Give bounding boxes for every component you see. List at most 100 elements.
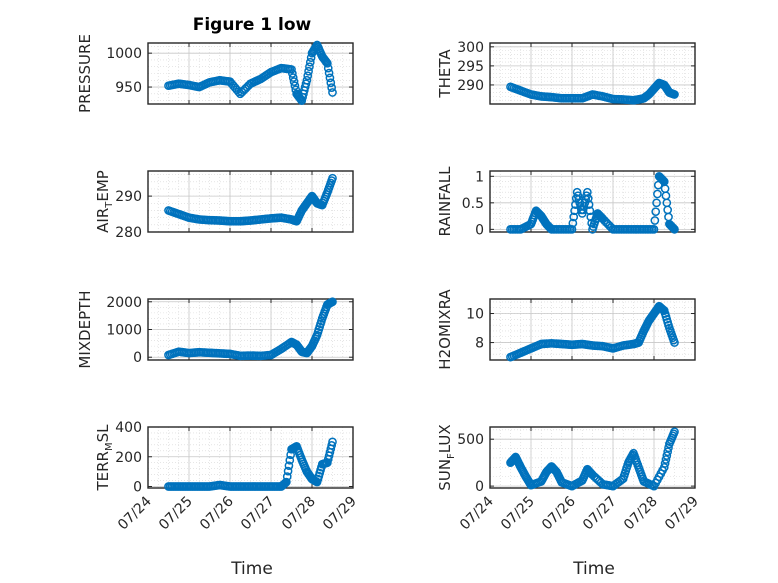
y-tick-label: 1 — [475, 169, 484, 185]
y-axis-label-h2omixra: H2OMIXRA — [436, 289, 454, 370]
data-point — [664, 443, 673, 453]
data-point — [327, 440, 336, 450]
data-point — [284, 461, 294, 471]
y-tick-label: 0 — [475, 479, 484, 495]
data-point — [670, 224, 679, 234]
y-axis-label-mixdepth: MIXDEPTH — [76, 290, 94, 368]
data-point — [669, 224, 678, 233]
data-point — [306, 53, 316, 63]
data-point — [583, 187, 592, 197]
y-axis-label-sun-flux: SUNFLUX — [436, 424, 457, 490]
data-point — [301, 79, 311, 89]
data-point — [660, 459, 670, 468]
data-point — [302, 75, 312, 85]
data-point — [567, 224, 577, 234]
axes-box — [489, 426, 696, 489]
series-theta — [506, 78, 679, 105]
data-point — [658, 175, 667, 185]
x-axis-label-left: Time — [230, 559, 273, 579]
series-sun-flux — [506, 427, 679, 491]
axes-box — [147, 42, 354, 105]
subplot-h2omixra: 8 10 H2OMIXRA — [436, 289, 696, 370]
data-point — [668, 223, 678, 232]
series-pressure — [164, 40, 337, 105]
data-point — [290, 81, 300, 91]
subplot-mixdepth: 0 1000 2000 MIXDEPTH — [76, 290, 354, 369]
y-tick-label: 950 — [115, 80, 142, 96]
axes-box — [147, 170, 354, 233]
data-point — [662, 451, 672, 460]
y-tick-label: 280 — [115, 225, 142, 241]
data-point — [670, 427, 679, 437]
data-point — [569, 212, 579, 222]
data-point — [584, 200, 594, 209]
y-tick-label: 400 — [115, 420, 142, 436]
axes-box — [489, 170, 696, 233]
series-rainfall — [506, 171, 679, 234]
y-axis-label-air-temp: AIRTEMP — [94, 170, 115, 233]
y-tick-label: 2000 — [106, 295, 142, 311]
data-point — [585, 206, 595, 216]
data-point — [328, 437, 337, 447]
y-tick-label: 1000 — [106, 323, 142, 339]
data-point — [328, 173, 337, 183]
data-point — [652, 198, 661, 208]
data-point — [326, 78, 336, 88]
data-point — [289, 77, 299, 86]
data-point — [653, 189, 662, 199]
series-air-temp — [164, 173, 337, 226]
y-tick-label: 295 — [457, 59, 484, 75]
data-point — [324, 68, 334, 78]
data-point — [661, 455, 671, 464]
y-axis-label-pressure: PRESSURE — [76, 34, 94, 113]
y-tick-label: 0.5 — [462, 196, 484, 212]
data-point — [323, 58, 332, 68]
data-point — [282, 477, 291, 487]
data-point — [325, 73, 335, 83]
y-tick-label: 1000 — [106, 46, 142, 62]
data-point — [304, 66, 313, 76]
data-point — [670, 338, 679, 347]
x-axis-label-right: Time — [572, 559, 615, 579]
data-point — [659, 463, 669, 472]
series-mixdepth — [164, 297, 337, 361]
data-point — [327, 83, 336, 92]
subplot-rainfall: 0 0.5 1 RAINFALL — [436, 166, 696, 238]
y-tick-label: 0 — [133, 350, 142, 366]
data-point — [670, 90, 679, 99]
data-point — [283, 466, 293, 476]
axes-box — [489, 298, 696, 361]
data-point — [657, 174, 667, 184]
data-point — [663, 447, 673, 457]
y-tick-label: 200 — [115, 450, 142, 466]
data-point — [305, 57, 315, 67]
y-tick-label: 0 — [475, 222, 484, 238]
subplot-pressure: 950 1000 PRESSURE — [76, 34, 354, 113]
data-point — [568, 218, 578, 228]
y-tick-label: 500 — [457, 432, 484, 448]
data-point — [285, 455, 295, 465]
data-point — [650, 216, 660, 225]
data-point — [323, 63, 333, 73]
y-axis-label-rainfall: RAINFALL — [436, 166, 454, 237]
y-tick-label: 8 — [475, 336, 484, 352]
y-tick-label: 290 — [457, 78, 484, 94]
data-point — [667, 222, 677, 232]
y-axis-label-theta: THETA — [436, 49, 454, 99]
y-tick-label: 0 — [133, 480, 142, 496]
series-terr-msl — [164, 437, 337, 491]
figure-title: Figure 1 low — [193, 15, 312, 35]
data-point — [328, 88, 337, 97]
y-tick-label: 300 — [457, 40, 484, 56]
data-point — [659, 176, 668, 186]
data-point — [288, 69, 297, 78]
data-point — [305, 62, 314, 72]
series-h2omixra — [506, 301, 679, 362]
data-point — [583, 194, 593, 203]
data-point — [303, 71, 313, 81]
data-point — [234, 87, 243, 97]
